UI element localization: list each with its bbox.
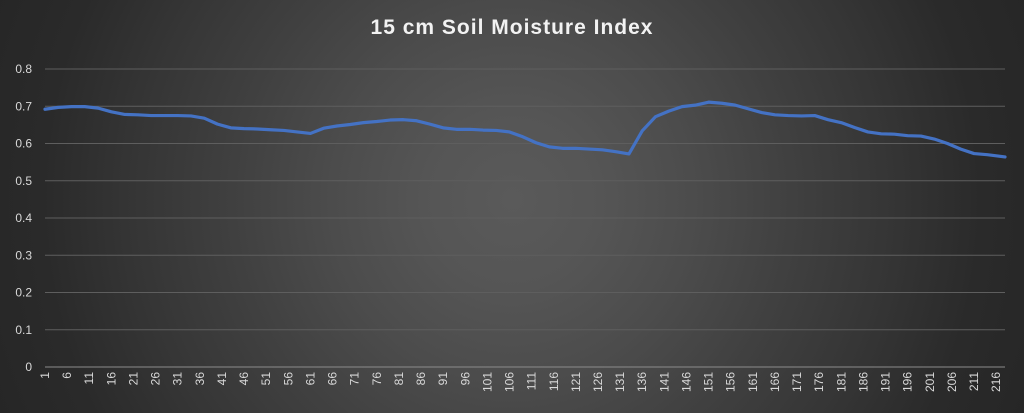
y-tick-label: 0.8 (15, 62, 32, 76)
x-tick-label: 156 (724, 372, 738, 392)
x-tick-label: 51 (259, 372, 273, 386)
x-tick-label: 56 (281, 372, 295, 386)
x-tick-label: 186 (856, 372, 870, 392)
x-tick-label: 41 (215, 372, 229, 386)
x-tick-label: 181 (834, 372, 848, 392)
x-tick-label: 91 (436, 372, 450, 386)
x-tick-label: 66 (326, 372, 340, 386)
x-tick-label: 121 (569, 372, 583, 392)
x-tick-label: 161 (746, 372, 760, 392)
y-tick-label: 0.1 (15, 323, 32, 337)
y-tick-label: 0.5 (15, 174, 32, 188)
x-tick-label: 166 (768, 372, 782, 392)
x-tick-label: 86 (414, 372, 428, 386)
x-tick-label: 141 (657, 372, 671, 392)
x-tick-label: 136 (635, 372, 649, 392)
x-tick-label: 21 (126, 372, 140, 386)
x-tick-label: 71 (348, 372, 362, 386)
y-tick-label: 0.7 (15, 99, 32, 113)
x-tick-label: 196 (901, 372, 915, 392)
x-tick-label: 146 (679, 372, 693, 392)
y-tick-label: 0.4 (15, 211, 32, 225)
x-tick-label: 171 (790, 372, 804, 392)
x-tick-label: 106 (503, 372, 517, 392)
series-line (43, 100, 1007, 159)
x-tick-label: 6 (60, 372, 74, 379)
x-tick-label: 1 (38, 372, 52, 379)
y-tick-label: 0.6 (15, 137, 32, 151)
x-tick-label: 211 (967, 372, 981, 391)
x-tick-label: 26 (149, 372, 163, 386)
x-tick-label: 201 (923, 372, 937, 392)
x-tick-label: 116 (547, 372, 561, 391)
x-tick-label: 46 (237, 372, 251, 386)
x-tick-label: 61 (303, 372, 317, 386)
x-tick-label: 151 (702, 372, 716, 392)
chart-title: 15 cm Soil Moisture Index (370, 16, 654, 39)
x-tick-label: 191 (879, 372, 893, 392)
x-tick-label: 101 (480, 372, 494, 392)
x-tick-label: 176 (812, 372, 826, 392)
y-tick-label: 0.3 (15, 248, 32, 262)
x-tick-label: 131 (613, 372, 627, 392)
x-tick-label: 81 (392, 372, 406, 386)
x-tick-label: 36 (193, 372, 207, 386)
x-tick-label: 11 (82, 372, 96, 385)
x-tick-label: 31 (171, 372, 185, 386)
x-tick-label: 206 (945, 372, 959, 392)
y-tick-label: 0 (25, 360, 32, 374)
x-tick-label: 16 (104, 372, 118, 386)
x-tick-label: 111 (525, 372, 539, 391)
y-tick-label: 0.2 (15, 286, 32, 300)
x-tick-label: 76 (370, 372, 384, 386)
x-tick-label: 96 (458, 372, 472, 386)
x-tick-label: 216 (989, 372, 1003, 392)
x-tick-label: 126 (591, 372, 605, 392)
